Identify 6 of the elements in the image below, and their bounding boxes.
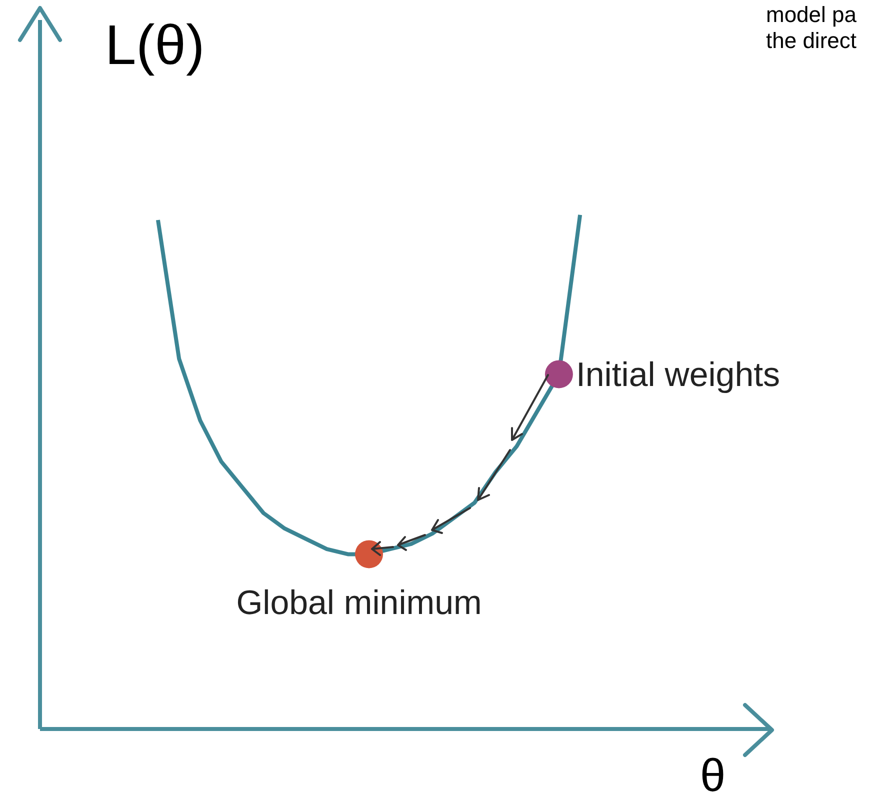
text: model pa: [766, 2, 857, 28]
annotation: Global minimum: [236, 584, 482, 622]
y-axis-title: L(θ): [105, 12, 205, 77]
x-axis-title: θ: [700, 748, 726, 802]
annotation: Initial weights: [576, 356, 780, 394]
text: the direct: [766, 28, 857, 54]
